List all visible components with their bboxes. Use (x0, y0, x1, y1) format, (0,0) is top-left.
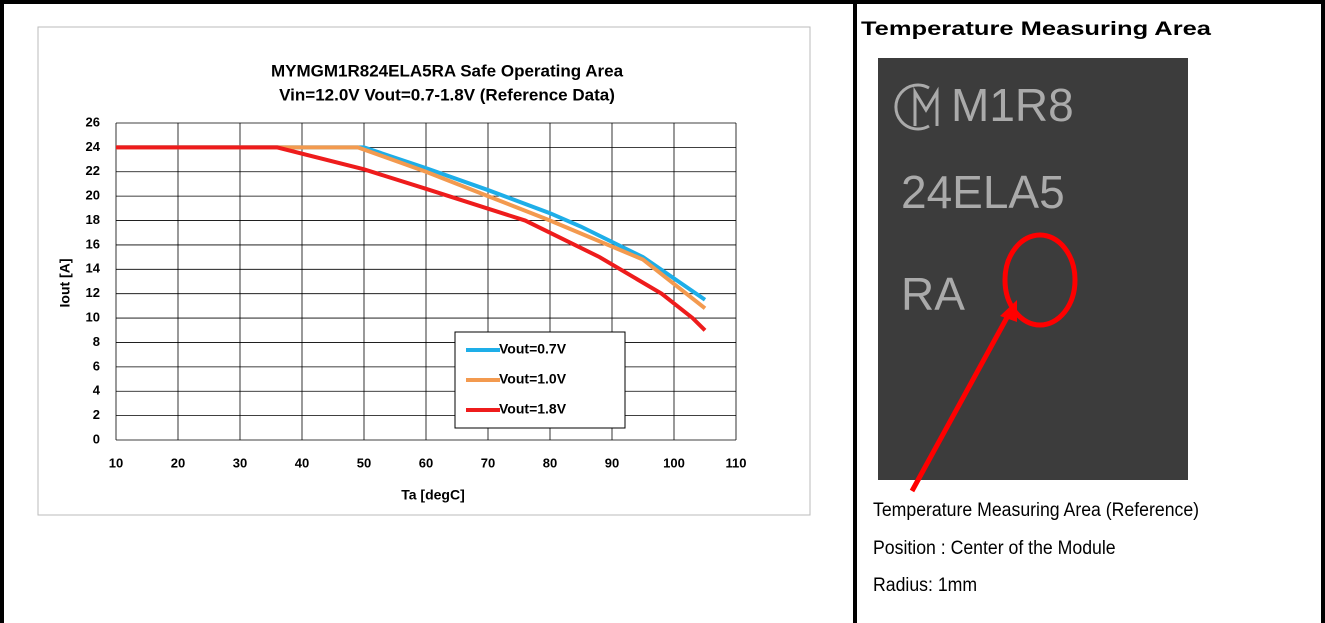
y-tick-label: 10 (86, 310, 100, 325)
legend-label: Vout=0.7V (499, 341, 567, 357)
x-tick-label: 100 (663, 455, 685, 470)
y-tick-label: 22 (86, 163, 100, 178)
chart-title: MYMGM1R824ELA5RA Safe Operating Area (271, 61, 624, 80)
x-tick-label: 10 (109, 455, 123, 470)
reference-panel: Temperature Measuring Area M1R8 24ELA5 R… (861, 19, 1212, 493)
note-text: Position : Center of the Module (873, 538, 1116, 559)
note-text: Temperature Measuring Area (Reference) (873, 500, 1200, 521)
x-tick-label: 110 (726, 455, 747, 470)
logo-icon (894, 83, 939, 131)
y-tick-label: 4 (93, 383, 101, 398)
chart: MYMGM1R824ELA5RA Safe Operating Area Vin… (37, 26, 811, 516)
y-tick-label: 2 (93, 407, 100, 422)
note-text: Radius: 1mm (873, 575, 978, 596)
y-tick-label: 8 (93, 334, 100, 349)
x-tick-label: 70 (481, 455, 495, 470)
marking-text: 24ELA5 (901, 166, 1065, 218)
y-tick-label: 18 (86, 212, 100, 227)
x-tick-label: 90 (605, 455, 619, 470)
legend-label: Vout=1.8V (499, 401, 567, 417)
divider (853, 0, 857, 623)
chart-subtitle: Vin=12.0V Vout=0.7-1.8V (Reference Data) (279, 85, 615, 104)
marking-text: M1R8 (951, 79, 1074, 131)
x-tick-label: 80 (543, 455, 557, 470)
y-tick-label: 0 (93, 431, 100, 446)
arrow-head (1000, 300, 1017, 322)
y-tick-label: 12 (86, 285, 100, 300)
series-line (116, 145, 707, 310)
x-tick-label: 40 (295, 455, 309, 470)
x-tick-label: 60 (419, 455, 433, 470)
panel-title: Temperature Measuring Area (861, 19, 1212, 40)
module-image (878, 58, 1188, 480)
y-tick-label: 16 (86, 236, 100, 251)
series-line (116, 145, 707, 302)
x-axis-label: Ta [degC] (401, 487, 465, 503)
x-tick-label: 20 (171, 455, 185, 470)
y-tick-label: 14 (86, 261, 101, 276)
x-tick-label: 50 (357, 455, 371, 470)
y-tick-label: 26 (86, 114, 100, 129)
y-axis-label: Iout [A] (57, 259, 73, 308)
legend-label: Vout=1.0V (499, 371, 567, 387)
y-tick-label: 24 (86, 139, 101, 154)
y-tick-label: 20 (86, 188, 100, 203)
series-line (116, 145, 707, 332)
y-tick-label: 6 (93, 358, 100, 373)
measuring-circle (1002, 232, 1078, 328)
pointer-arrow (909, 310, 1013, 493)
marking-text: RA (901, 268, 965, 320)
chart-frame (37, 26, 811, 516)
x-tick-label: 30 (233, 455, 247, 470)
